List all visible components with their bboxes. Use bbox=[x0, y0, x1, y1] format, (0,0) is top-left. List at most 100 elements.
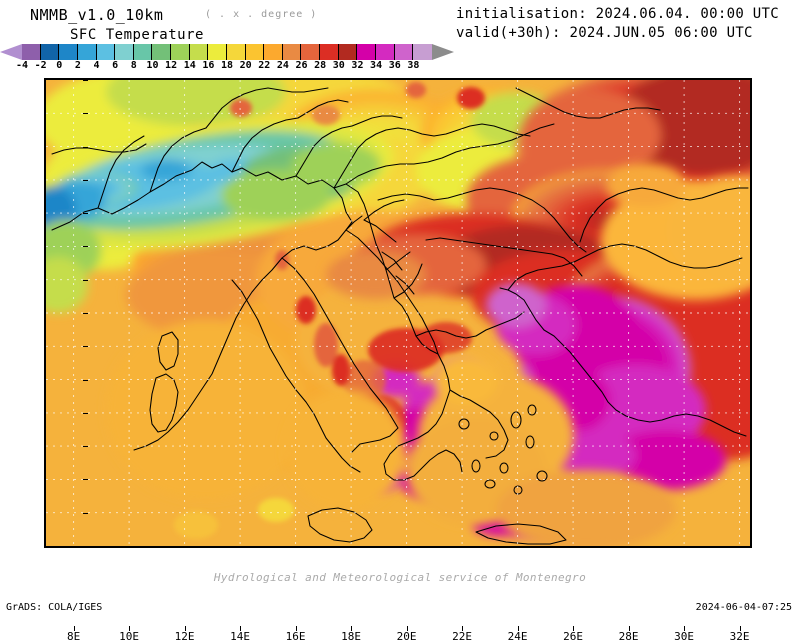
colorbar-tick: 20 bbox=[239, 60, 252, 71]
colorbar-cell bbox=[189, 44, 209, 60]
coastlines-and-borders bbox=[51, 87, 749, 545]
colorbar-cell bbox=[375, 44, 395, 60]
latitude-tickmark bbox=[83, 313, 88, 314]
model-units-label: ( . x . degree ) bbox=[205, 9, 318, 20]
header: NMMB_v1.0_10km ( . x . degree ) SFC Temp… bbox=[0, 0, 800, 43]
colorbar-tick: 34 bbox=[370, 60, 383, 71]
colorbar-tick: 16 bbox=[202, 60, 215, 71]
colorbar-cell bbox=[338, 44, 358, 60]
colorbar-cell bbox=[208, 44, 227, 60]
latitude-tickmark bbox=[83, 246, 88, 248]
longitude-tickmark bbox=[406, 626, 408, 631]
colorbar-cell bbox=[413, 44, 432, 60]
colorbar-tick: 22 bbox=[258, 60, 271, 71]
generation-timestamp: 2024-06-04-07:25 bbox=[695, 602, 792, 613]
temperature-colorbar: -4 -2 0 2 4 6 8 10 12 14 16 18 20 22 24 26 28 30 32 34 36 38 bbox=[0, 43, 470, 71]
colorbar-tick: 38 bbox=[407, 60, 420, 71]
colorbar-tick: 28 bbox=[314, 60, 327, 71]
longitude-tick-label: 12E bbox=[174, 630, 195, 643]
italy-hot-spots bbox=[174, 82, 485, 539]
latitude-tickmark bbox=[83, 146, 88, 148]
colorbar-tick: 8 bbox=[130, 60, 137, 71]
colorbar-tick-labels: -4 -2 0 2 4 6 8 10 12 14 16 18 20 22 24 26 28 30 32 34 36 38 bbox=[0, 60, 470, 72]
colorbar-cell bbox=[264, 44, 283, 60]
longitude-tick-label: 10E bbox=[119, 630, 140, 643]
colorbar-cell bbox=[245, 44, 265, 60]
longitude-tick-label: 20E bbox=[396, 630, 417, 643]
colorbar-over-arrow-icon bbox=[432, 44, 454, 60]
colorbar-cell bbox=[282, 44, 302, 60]
longitude-tickmark bbox=[129, 626, 131, 631]
colorbar-tick: 32 bbox=[351, 60, 364, 71]
grads-tag: GrADS: COLA/IGES bbox=[6, 602, 103, 613]
colorbar-cell bbox=[152, 44, 171, 60]
longitude-tickmark bbox=[628, 626, 630, 631]
colorbar-cell bbox=[320, 44, 339, 60]
colorbar-cell bbox=[301, 44, 320, 60]
colorbar-cell bbox=[40, 44, 60, 60]
colorbar-tick: 36 bbox=[388, 60, 401, 71]
temperature-map[interactable]: 49N48N47N46N45N44N43N42N41N40N39N38N37N3… bbox=[44, 78, 752, 643]
colorbar-swatches bbox=[22, 44, 432, 60]
colorbar-tick: 26 bbox=[295, 60, 308, 71]
latitude-tickmark bbox=[83, 546, 88, 547]
longitude-tick-label: 28E bbox=[618, 630, 639, 643]
latitude-tickmark bbox=[83, 446, 88, 448]
map-frame bbox=[44, 78, 752, 548]
latitude-tickmark bbox=[83, 80, 88, 81]
colorbar-tick: 24 bbox=[276, 60, 289, 71]
longitude-tickmark bbox=[184, 626, 186, 631]
latitude-tickmark bbox=[83, 346, 88, 348]
colorbar-cell bbox=[226, 44, 246, 60]
longitude-tickmark bbox=[684, 626, 686, 631]
map-gridlines bbox=[46, 80, 750, 546]
colorbar-tick: 14 bbox=[183, 60, 196, 71]
colorbar-cell bbox=[115, 44, 134, 60]
temperature-field bbox=[46, 80, 750, 546]
longitude-tickmark bbox=[573, 626, 575, 631]
longitude-tick-label: 24E bbox=[507, 630, 528, 643]
colorbar-cell bbox=[77, 44, 97, 60]
latitude-tickmark bbox=[83, 213, 88, 215]
longitude-tick-label: 26E bbox=[563, 630, 584, 643]
colorbar-tick: 18 bbox=[220, 60, 234, 71]
colorbar-tick: 12 bbox=[165, 60, 178, 71]
black-sea-patch bbox=[601, 163, 750, 300]
latitude-tickmark bbox=[83, 412, 88, 414]
aegean-sea-patch bbox=[286, 355, 676, 546]
colorbar-cell bbox=[22, 44, 41, 60]
longitude-tickmark bbox=[295, 626, 297, 631]
latitude-tickmark bbox=[83, 179, 88, 181]
latitude-tickmark bbox=[83, 113, 88, 115]
longitude-tick-label: 8E bbox=[66, 630, 81, 643]
colorbar-tick: 4 bbox=[93, 60, 100, 71]
colorbar-cell bbox=[96, 44, 116, 60]
colorbar-tick: 2 bbox=[74, 60, 81, 71]
colorbar-tick: -2 bbox=[34, 60, 47, 71]
model-title: NMMB_v1.0_10km bbox=[30, 6, 164, 24]
latitude-tickmark bbox=[83, 279, 88, 281]
colorbar-tick: -4 bbox=[15, 60, 29, 71]
colorbar-cell bbox=[59, 44, 78, 60]
colorbar-cell bbox=[171, 44, 190, 60]
longitude-tick-label: 30E bbox=[674, 630, 695, 643]
valid-time: valid(+30h): 2024.JUN.05 06:00 UTC bbox=[456, 25, 753, 41]
longitude-tickmark bbox=[739, 626, 741, 631]
latitude-tickmark bbox=[83, 379, 88, 381]
latitude-tickmark bbox=[83, 479, 88, 481]
colorbar-tick: 10 bbox=[146, 60, 159, 71]
longitude-tick-label: 14E bbox=[230, 630, 251, 643]
credit-line: Hydrological and Meteorological service … bbox=[213, 571, 587, 584]
longitude-tick-label: 22E bbox=[452, 630, 473, 643]
colorbar-cell bbox=[394, 44, 414, 60]
longitude-tickmark bbox=[462, 626, 464, 631]
colorbar-cell bbox=[357, 44, 376, 60]
longitude-tick-label: 16E bbox=[285, 630, 306, 643]
colorbar-cell bbox=[133, 44, 153, 60]
latitude-tickmark bbox=[83, 512, 88, 514]
colorbar-tick: 6 bbox=[112, 60, 119, 71]
longitude-tickmark bbox=[351, 626, 353, 631]
longitude-tickmark bbox=[240, 626, 242, 631]
longitude-tickmark bbox=[73, 626, 75, 631]
field-title: SFC Temperature bbox=[70, 27, 204, 43]
